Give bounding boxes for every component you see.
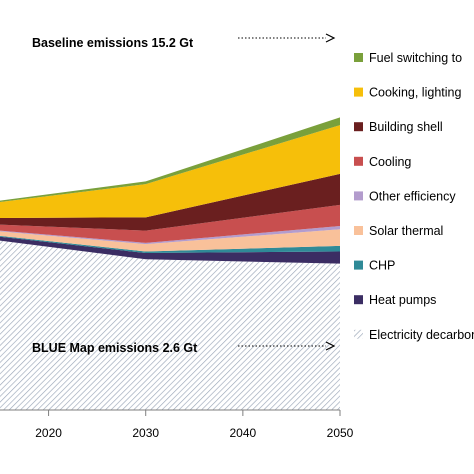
legend-swatch-cooling	[354, 156, 363, 166]
legend-label-chp: CHP	[369, 259, 395, 273]
annotation-arrow-head	[325, 341, 336, 351]
legend-swatch-building-shell	[354, 122, 363, 132]
legend-swatch-heat-pumps	[354, 295, 363, 305]
area-building-shell	[0, 173, 340, 231]
legend-label-solar-thermal: Solar thermal	[369, 224, 443, 238]
legend-swatch-cooking-lighting	[354, 87, 363, 97]
x-tick-label: 2030	[132, 426, 159, 440]
stacked-areas	[0, 117, 340, 410]
legend-label-electricity-decarbonisation: Electricity decarbonisation	[369, 328, 474, 342]
area-cooling	[0, 204, 340, 243]
x-tick-label: 2020	[35, 426, 62, 440]
annotation-label: Baseline emissions 15.2 Gt	[32, 36, 194, 50]
legend-label-cooking-lighting: Cooking, lighting	[369, 86, 461, 100]
legend-swatch-electricity-decarbonisation	[354, 329, 363, 339]
legend-label-fuel-switching-to: Fuel switching to	[369, 51, 462, 65]
area-heat-pumps	[0, 236, 340, 264]
legend: Fuel switching to Cooking, lighting Buildi…	[354, 51, 474, 342]
legend-label-other-efficiency: Other efficiency	[369, 189, 456, 203]
x-axis: 2020 2030 2040 2050	[0, 409, 354, 440]
legend-swatch-chp	[354, 260, 363, 270]
area-chp	[0, 235, 340, 254]
area-solar-thermal	[0, 229, 340, 252]
x-tick-label: 2050	[327, 426, 354, 440]
area-electricity-decarbonisation	[0, 240, 340, 410]
legend-swatch-other-efficiency	[354, 191, 363, 201]
annotations: Baseline emissions 15.2 Gt BLUE Map emiss…	[32, 33, 336, 355]
legend-swatch-fuel-switching-to	[354, 53, 363, 62]
annotation-label: BLUE Map emissions 2.6 Gt	[32, 341, 198, 355]
area-cooking-lighting	[0, 125, 340, 218]
legend-label-building-shell: Building shell	[369, 120, 443, 134]
x-tick-label: 2040	[230, 426, 257, 440]
annotation-arrow-head	[325, 33, 336, 43]
legend-label-heat-pumps: Heat pumps	[369, 293, 436, 307]
legend-swatch-solar-thermal	[354, 226, 363, 235]
legend-label-cooling: Cooling	[369, 155, 411, 169]
